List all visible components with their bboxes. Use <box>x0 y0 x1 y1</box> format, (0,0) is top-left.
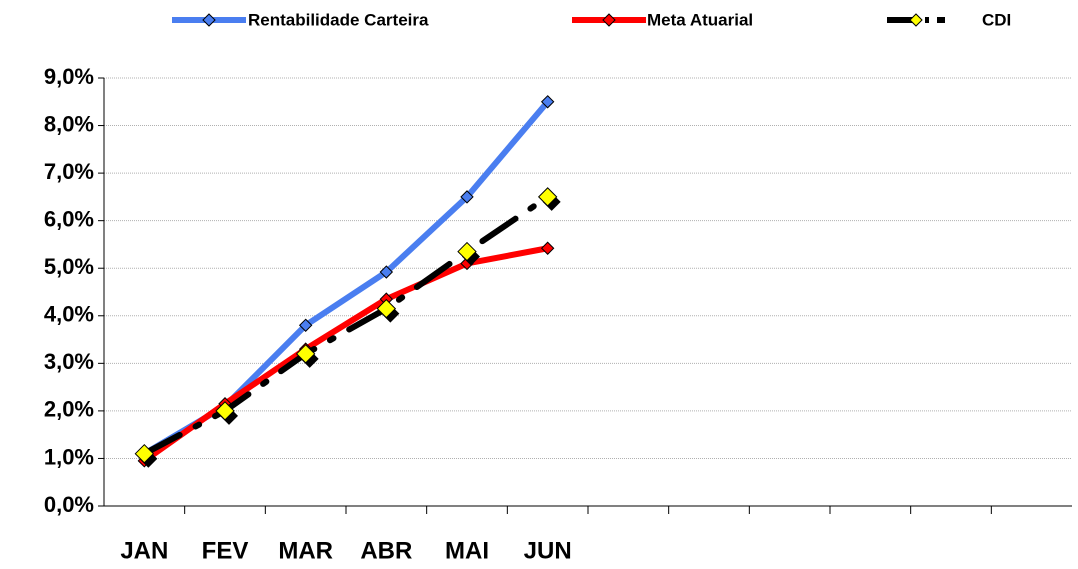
marker <box>540 95 555 109</box>
x-tick-label: JUN <box>524 537 572 564</box>
legend-label: Meta Atuarial <box>647 10 753 29</box>
y-tick-label: 8,0% <box>44 111 94 136</box>
x-tick-label: MAI <box>445 537 489 564</box>
x-tick-label: FEV <box>202 537 249 564</box>
marker <box>540 241 555 255</box>
series-line <box>141 193 551 457</box>
marker <box>379 265 394 279</box>
y-tick-label: 3,0% <box>44 349 94 374</box>
legend-marker <box>909 13 923 27</box>
y-tick-label: 0,0% <box>44 492 94 517</box>
y-tick-label: 4,0% <box>44 302 94 327</box>
y-tick-label: 1,0% <box>44 444 94 469</box>
y-tick-label: 6,0% <box>44 206 94 231</box>
marker <box>298 318 313 332</box>
y-tick-label: 5,0% <box>44 254 94 279</box>
marker <box>537 187 558 207</box>
x-tick-label: JAN <box>120 537 168 564</box>
y-tick-label: 2,0% <box>44 397 94 422</box>
marker <box>376 298 397 319</box>
marker <box>215 401 235 421</box>
legend-label: CDI <box>982 10 1011 29</box>
marker <box>134 443 155 464</box>
series-line <box>142 99 550 457</box>
marker <box>457 241 477 262</box>
marker <box>295 344 316 364</box>
x-tick-label: MAR <box>278 537 333 564</box>
y-tick-label: 9,0% <box>44 64 94 89</box>
legend-label: Rentabilidade Carteira <box>248 10 429 29</box>
y-tick-label: 7,0% <box>44 159 94 184</box>
legend-marker <box>602 13 616 27</box>
marker <box>460 190 474 204</box>
legend-marker <box>202 13 216 27</box>
x-tick-label: ABR <box>360 537 412 564</box>
series-line <box>142 245 549 464</box>
